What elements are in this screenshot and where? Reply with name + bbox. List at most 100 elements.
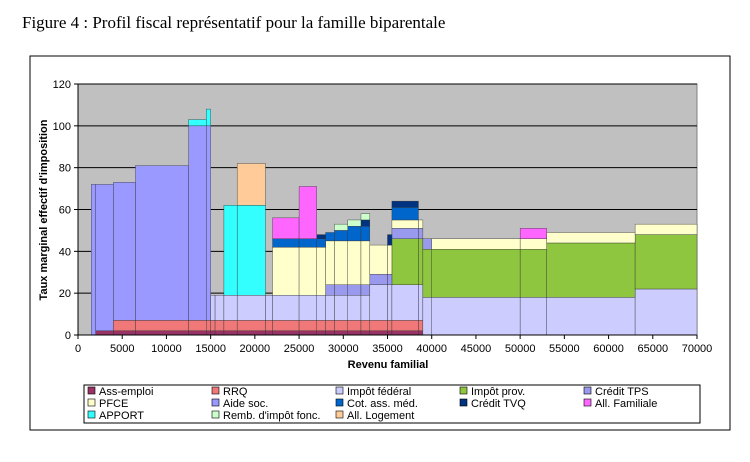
legend-label: All. Logement [347, 410, 414, 422]
area-segment [360, 240, 371, 285]
area-segment [546, 242, 636, 298]
area-segment [188, 119, 207, 127]
area-segment [316, 234, 326, 239]
area-segment [210, 295, 216, 321]
area-segment [360, 213, 371, 221]
area-segment [546, 297, 636, 336]
legend-label: Impôt fédéral [347, 386, 411, 398]
x-tick-label: 20000 [240, 343, 271, 355]
legend-label: Aide soc. [223, 398, 268, 410]
area-segment [546, 232, 636, 244]
x-tick-label: 45000 [461, 343, 492, 355]
legend-swatch [87, 398, 96, 407]
area-segment [95, 184, 114, 332]
area-segment [387, 320, 393, 332]
area-segment [298, 238, 317, 248]
legend-swatch [459, 386, 468, 395]
area-segment [634, 223, 698, 235]
area-segment [347, 284, 362, 296]
area-segment [298, 320, 317, 332]
area-segment [360, 284, 371, 296]
area-segment [272, 320, 300, 332]
area-segment [135, 165, 189, 321]
area-segment [188, 330, 207, 336]
area-segment [135, 320, 189, 332]
legend-swatch [583, 398, 592, 407]
area-segment [298, 246, 317, 296]
area-segment [519, 228, 547, 239]
y-tick-label: 100 [53, 121, 71, 133]
area-segment [519, 249, 547, 298]
area-segment [334, 295, 348, 321]
area-segment [418, 284, 424, 321]
area-segment [360, 226, 371, 242]
area-segment [206, 125, 211, 321]
area-segment [347, 320, 362, 332]
area-segment [316, 246, 326, 296]
area-segment [188, 320, 207, 332]
area-segment [418, 330, 424, 336]
area-segment [347, 295, 362, 321]
area-segment [272, 246, 300, 296]
area-segment [214, 320, 225, 332]
legend-swatch [87, 410, 96, 419]
legend-label: Impôt prov. [471, 386, 525, 398]
area-segment [431, 238, 521, 250]
x-tick-label: 30000 [328, 343, 359, 355]
area-segment [422, 297, 432, 336]
area-segment [369, 320, 388, 332]
legend-label: Crédit TPS [595, 386, 649, 398]
area-segment [334, 330, 348, 336]
area-segment [391, 219, 419, 229]
area-segment [347, 330, 362, 336]
area-segment [325, 240, 335, 285]
area-segment [298, 330, 317, 336]
area-segment [431, 297, 521, 336]
legend-swatch [87, 386, 96, 395]
area-segment [236, 295, 266, 321]
legend-swatch [335, 398, 344, 407]
area-segment [360, 295, 371, 321]
area-segment [334, 230, 348, 242]
marks [91, 108, 698, 336]
x-axis-label: Revenu familial [348, 359, 429, 371]
area-segment [223, 320, 238, 332]
area-segment [387, 274, 393, 286]
area-segment [387, 244, 393, 275]
area-segment [316, 238, 326, 248]
legend-items: Ass-emploi RRQ Impôt fédéral Impôt prov. Cré… [87, 386, 657, 422]
chart-frame [29, 55, 731, 431]
area-segment [418, 238, 424, 286]
legend-label: Cot. ass. méd. [347, 398, 418, 410]
area-segment [316, 295, 326, 321]
x-tick-label: 35000 [372, 343, 403, 355]
area-segment [418, 320, 424, 332]
area-segment [135, 330, 189, 336]
area-segment [391, 207, 419, 221]
area-segment [334, 284, 348, 296]
area-segment [360, 320, 371, 332]
legend-label: Remb. d'impôt fonc. [223, 410, 320, 422]
area-segment [214, 295, 225, 321]
area-segment [265, 295, 273, 321]
area-segment [210, 330, 216, 336]
area-segment [325, 284, 335, 296]
legend-swatch [211, 398, 220, 407]
area-segment [188, 125, 207, 321]
area-segment [223, 330, 238, 336]
area-segment [113, 182, 136, 321]
area-segment [369, 284, 388, 321]
x-tick-label: 50000 [505, 343, 536, 355]
x-tick-label: 40000 [416, 343, 447, 355]
area-segment [391, 284, 419, 321]
x-tick-label: 65000 [637, 343, 668, 355]
x-tick-label: 10000 [151, 343, 182, 355]
y-axis-label: Taux marginal effectif d'imposition [38, 119, 50, 300]
area-segment [391, 238, 419, 286]
axes: 0 20 40 60 80 100 120 0 5000 10000 15000 20000 25000… [53, 79, 713, 355]
x-tick-label: 0 [75, 343, 81, 355]
area-segment [206, 330, 211, 336]
area-segment [422, 249, 432, 298]
area-segment [391, 330, 419, 336]
legend-label: RRQ [223, 386, 248, 398]
